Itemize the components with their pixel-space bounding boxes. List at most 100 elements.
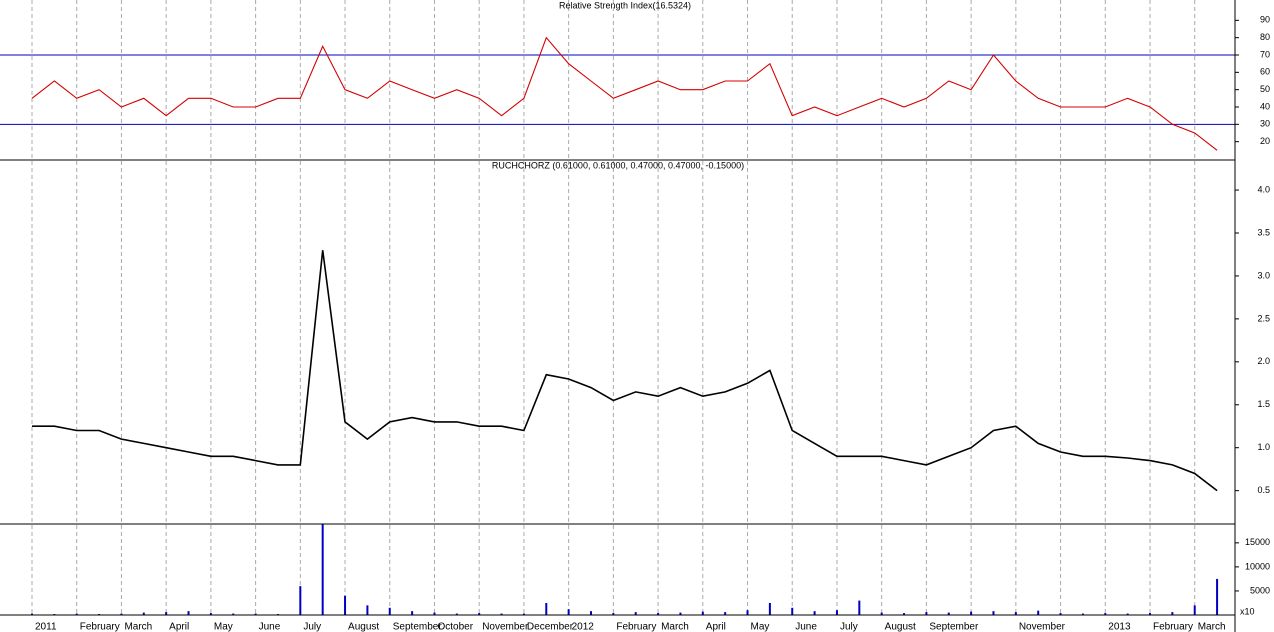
volume-bar xyxy=(321,523,324,615)
x-tick-label: February xyxy=(80,622,120,632)
y-tick-label: 40 xyxy=(1260,101,1270,111)
volume-bar xyxy=(1126,613,1129,615)
volume-bar xyxy=(254,613,257,615)
volume-bar xyxy=(1037,610,1040,615)
volume-bar xyxy=(388,607,391,615)
volume-bar xyxy=(411,611,414,615)
y-tick-label: 2.0 xyxy=(1257,356,1270,366)
volume-bar xyxy=(1193,605,1196,615)
volume-bar xyxy=(232,613,235,615)
x-tick-label: October xyxy=(437,622,473,632)
volume-bar xyxy=(612,613,615,615)
volume-bar xyxy=(120,613,123,615)
y-tick-label: 1.5 xyxy=(1257,399,1270,409)
volume-bar xyxy=(1171,612,1174,615)
y-tick-label: 1.0 xyxy=(1257,442,1270,452)
volume-bar xyxy=(1216,578,1219,615)
x-tick-label: March xyxy=(661,622,689,632)
panel-title: Relative Strength Index(16.5324) xyxy=(559,0,691,10)
volume-bar xyxy=(545,602,548,615)
volume-bar xyxy=(791,607,794,615)
x-tick-label: December xyxy=(527,622,574,632)
volume-bar xyxy=(75,613,78,615)
volume-bar xyxy=(1014,612,1017,615)
x-tick-label: May xyxy=(751,622,770,632)
volume-bar xyxy=(590,611,592,615)
price-line xyxy=(32,250,1218,492)
x-tick-label: February xyxy=(1153,622,1193,632)
volume-bar xyxy=(858,600,861,615)
y-tick-label: 80 xyxy=(1260,32,1270,42)
volume-bar xyxy=(679,612,682,615)
volume-bar xyxy=(344,595,347,615)
volume-bar xyxy=(500,613,503,615)
volume-bar xyxy=(835,610,838,615)
volume-bar xyxy=(1104,613,1107,615)
volume-bar xyxy=(1081,613,1084,615)
x-tick-label: July xyxy=(840,622,858,632)
volume-bar xyxy=(142,612,145,615)
volume-bar xyxy=(1149,613,1151,615)
volume-bar xyxy=(209,613,212,615)
x-tick-label: August xyxy=(348,622,379,632)
y-tick-label: 15000 xyxy=(1245,537,1270,547)
panel-title: RUCHCHORZ (0.61000, 0.61000, 0.47000, 0.… xyxy=(492,160,744,170)
x-tick-label: September xyxy=(929,622,979,632)
volume-bar xyxy=(299,586,302,615)
x-tick-label: March xyxy=(1198,622,1226,632)
y-tick-label: 10000 xyxy=(1245,561,1270,571)
y-tick-label: 0.5 xyxy=(1257,485,1270,495)
volume-bar xyxy=(970,611,973,615)
x-tick-label: August xyxy=(885,622,916,632)
volume-bar xyxy=(925,612,928,615)
y-tick-label: 60 xyxy=(1260,67,1270,77)
x-tick-label: June xyxy=(259,622,281,632)
x-tick-label: February xyxy=(616,622,656,632)
volume-bar xyxy=(31,613,33,615)
x-tick-label: November xyxy=(1019,622,1066,632)
y-tick-label: 2.5 xyxy=(1257,313,1270,323)
volume-bar xyxy=(567,609,570,615)
y-tick-label: 30 xyxy=(1260,119,1270,129)
x-tick-label: November xyxy=(482,622,529,632)
y-tick-label: 5000 xyxy=(1250,585,1270,595)
volume-bar xyxy=(813,611,816,615)
y-tick-label: 3.0 xyxy=(1257,270,1270,280)
volume-bar xyxy=(701,611,704,615)
x-tick-label: 2013 xyxy=(1108,622,1131,632)
x-tick-label: September xyxy=(393,622,443,632)
volume-bar xyxy=(746,610,749,615)
volume-bar xyxy=(880,612,883,615)
y-tick-label: 20 xyxy=(1260,136,1270,146)
x-tick-label: May xyxy=(214,622,233,632)
volume-bar xyxy=(455,613,458,615)
price-line xyxy=(31,36,1218,151)
volume-bar xyxy=(366,605,369,615)
x-tick-label: April xyxy=(169,622,189,632)
x-tick-label: 2012 xyxy=(572,622,595,632)
volume-bar xyxy=(657,613,660,615)
volume-bar xyxy=(947,612,950,615)
x-tick-label: March xyxy=(124,622,152,632)
volume-bar xyxy=(992,611,995,615)
volume-multiplier: x10 xyxy=(1240,606,1255,616)
volume-bar xyxy=(768,602,771,615)
volume-bar xyxy=(903,613,906,615)
volume-bar xyxy=(187,611,190,615)
y-tick-label: 4.0 xyxy=(1257,184,1270,194)
volume-bar xyxy=(634,612,637,615)
volume-bar xyxy=(433,612,436,615)
volume-bar xyxy=(478,613,481,615)
volume-bar xyxy=(165,612,168,615)
y-tick-label: 50 xyxy=(1260,84,1270,94)
x-tick-label: July xyxy=(303,622,321,632)
x-tick-label: April xyxy=(706,622,726,632)
x-tick-label: 2011 xyxy=(35,622,57,632)
volume-bar xyxy=(724,612,727,615)
volume-bar xyxy=(1059,613,1062,615)
volume-bar xyxy=(522,613,525,615)
x-tick-label: June xyxy=(795,622,817,632)
y-tick-label: 3.5 xyxy=(1257,227,1270,237)
